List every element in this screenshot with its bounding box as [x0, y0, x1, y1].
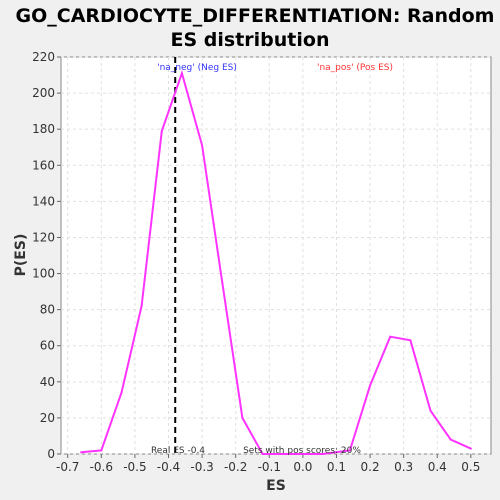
data-point: [180, 72, 183, 75]
y-tick-label: 40: [40, 375, 55, 389]
grid: [61, 56, 491, 455]
y-tick-label: 60: [40, 339, 55, 353]
data-point: [221, 281, 224, 284]
data-point: [100, 449, 103, 452]
chart-title-line2: ES distribution: [171, 29, 330, 51]
x-axis-label: ES: [266, 478, 286, 494]
y-axis-label: P(ES): [13, 234, 29, 277]
y-axis: 0 20 40 60 80 100 120 140 160 180 200 220: [32, 50, 61, 461]
x-tick-label: 0.3: [394, 460, 413, 474]
series-line: [81, 69, 472, 455]
y-tick-label: 200: [32, 86, 55, 100]
y-tick-label: 100: [32, 267, 55, 281]
chart-title-line1: GO_CARDIOCYTE_DIFFERENTIATION: Random: [16, 5, 495, 27]
pos-es-label: 'na_pos' (Pos ES): [317, 63, 393, 73]
y-tick-label: 180: [32, 122, 55, 136]
y-tick-label: 140: [32, 194, 55, 208]
x-axis: -0.7 -0.6 -0.5 -0.4 -0.3 -0.2 -0.1 0.0 0.1 0.2 0.3…: [56, 454, 480, 474]
data-point: [201, 144, 204, 147]
data-point: [409, 339, 412, 342]
x-tick-label: -0.2: [224, 460, 247, 474]
x-tick-label: -0.7: [56, 460, 79, 474]
data-point: [429, 409, 432, 412]
x-tick-label: -0.6: [90, 460, 113, 474]
plot-area: [60, 56, 492, 455]
pos-scores-text: Sets with pos scores: 20%: [243, 446, 361, 456]
data-point: [322, 453, 325, 455]
x-tick-label: 0.2: [361, 460, 380, 474]
y-tick-label: 0: [47, 447, 55, 461]
x-tick-label: 0.0: [293, 460, 312, 474]
x-tick-label: -0.1: [258, 460, 281, 474]
data-point: [369, 384, 372, 387]
y-tick-label: 220: [32, 50, 55, 64]
y-tick-label: 80: [40, 303, 55, 317]
data-point: [140, 305, 143, 308]
y-tick-label: 20: [40, 411, 55, 425]
x-tick-label: -0.4: [157, 460, 180, 474]
data-point: [160, 129, 163, 132]
data-point: [449, 438, 452, 441]
data-point: [469, 447, 472, 450]
x-tick-label: -0.3: [190, 460, 213, 474]
real-es-text: Real ES -0.4: [151, 446, 205, 456]
data-point: [389, 335, 392, 338]
neg-es-label: 'na_neg' (Neg ES): [157, 63, 237, 73]
x-tick-label: 0.1: [327, 460, 346, 474]
data-point: [120, 391, 123, 394]
data-point: [301, 453, 304, 455]
data-point: [241, 416, 244, 419]
y-tick-label: 160: [32, 158, 55, 172]
x-tick-label: -0.5: [123, 460, 146, 474]
x-tick-label: 0.5: [461, 460, 480, 474]
series-points: [80, 72, 472, 455]
data-point: [348, 449, 351, 452]
x-tick-label: 0.4: [428, 460, 447, 474]
y-tick-label: 120: [32, 230, 55, 244]
data-point: [281, 453, 284, 455]
data-point: [261, 453, 264, 455]
data-point: [80, 451, 83, 454]
